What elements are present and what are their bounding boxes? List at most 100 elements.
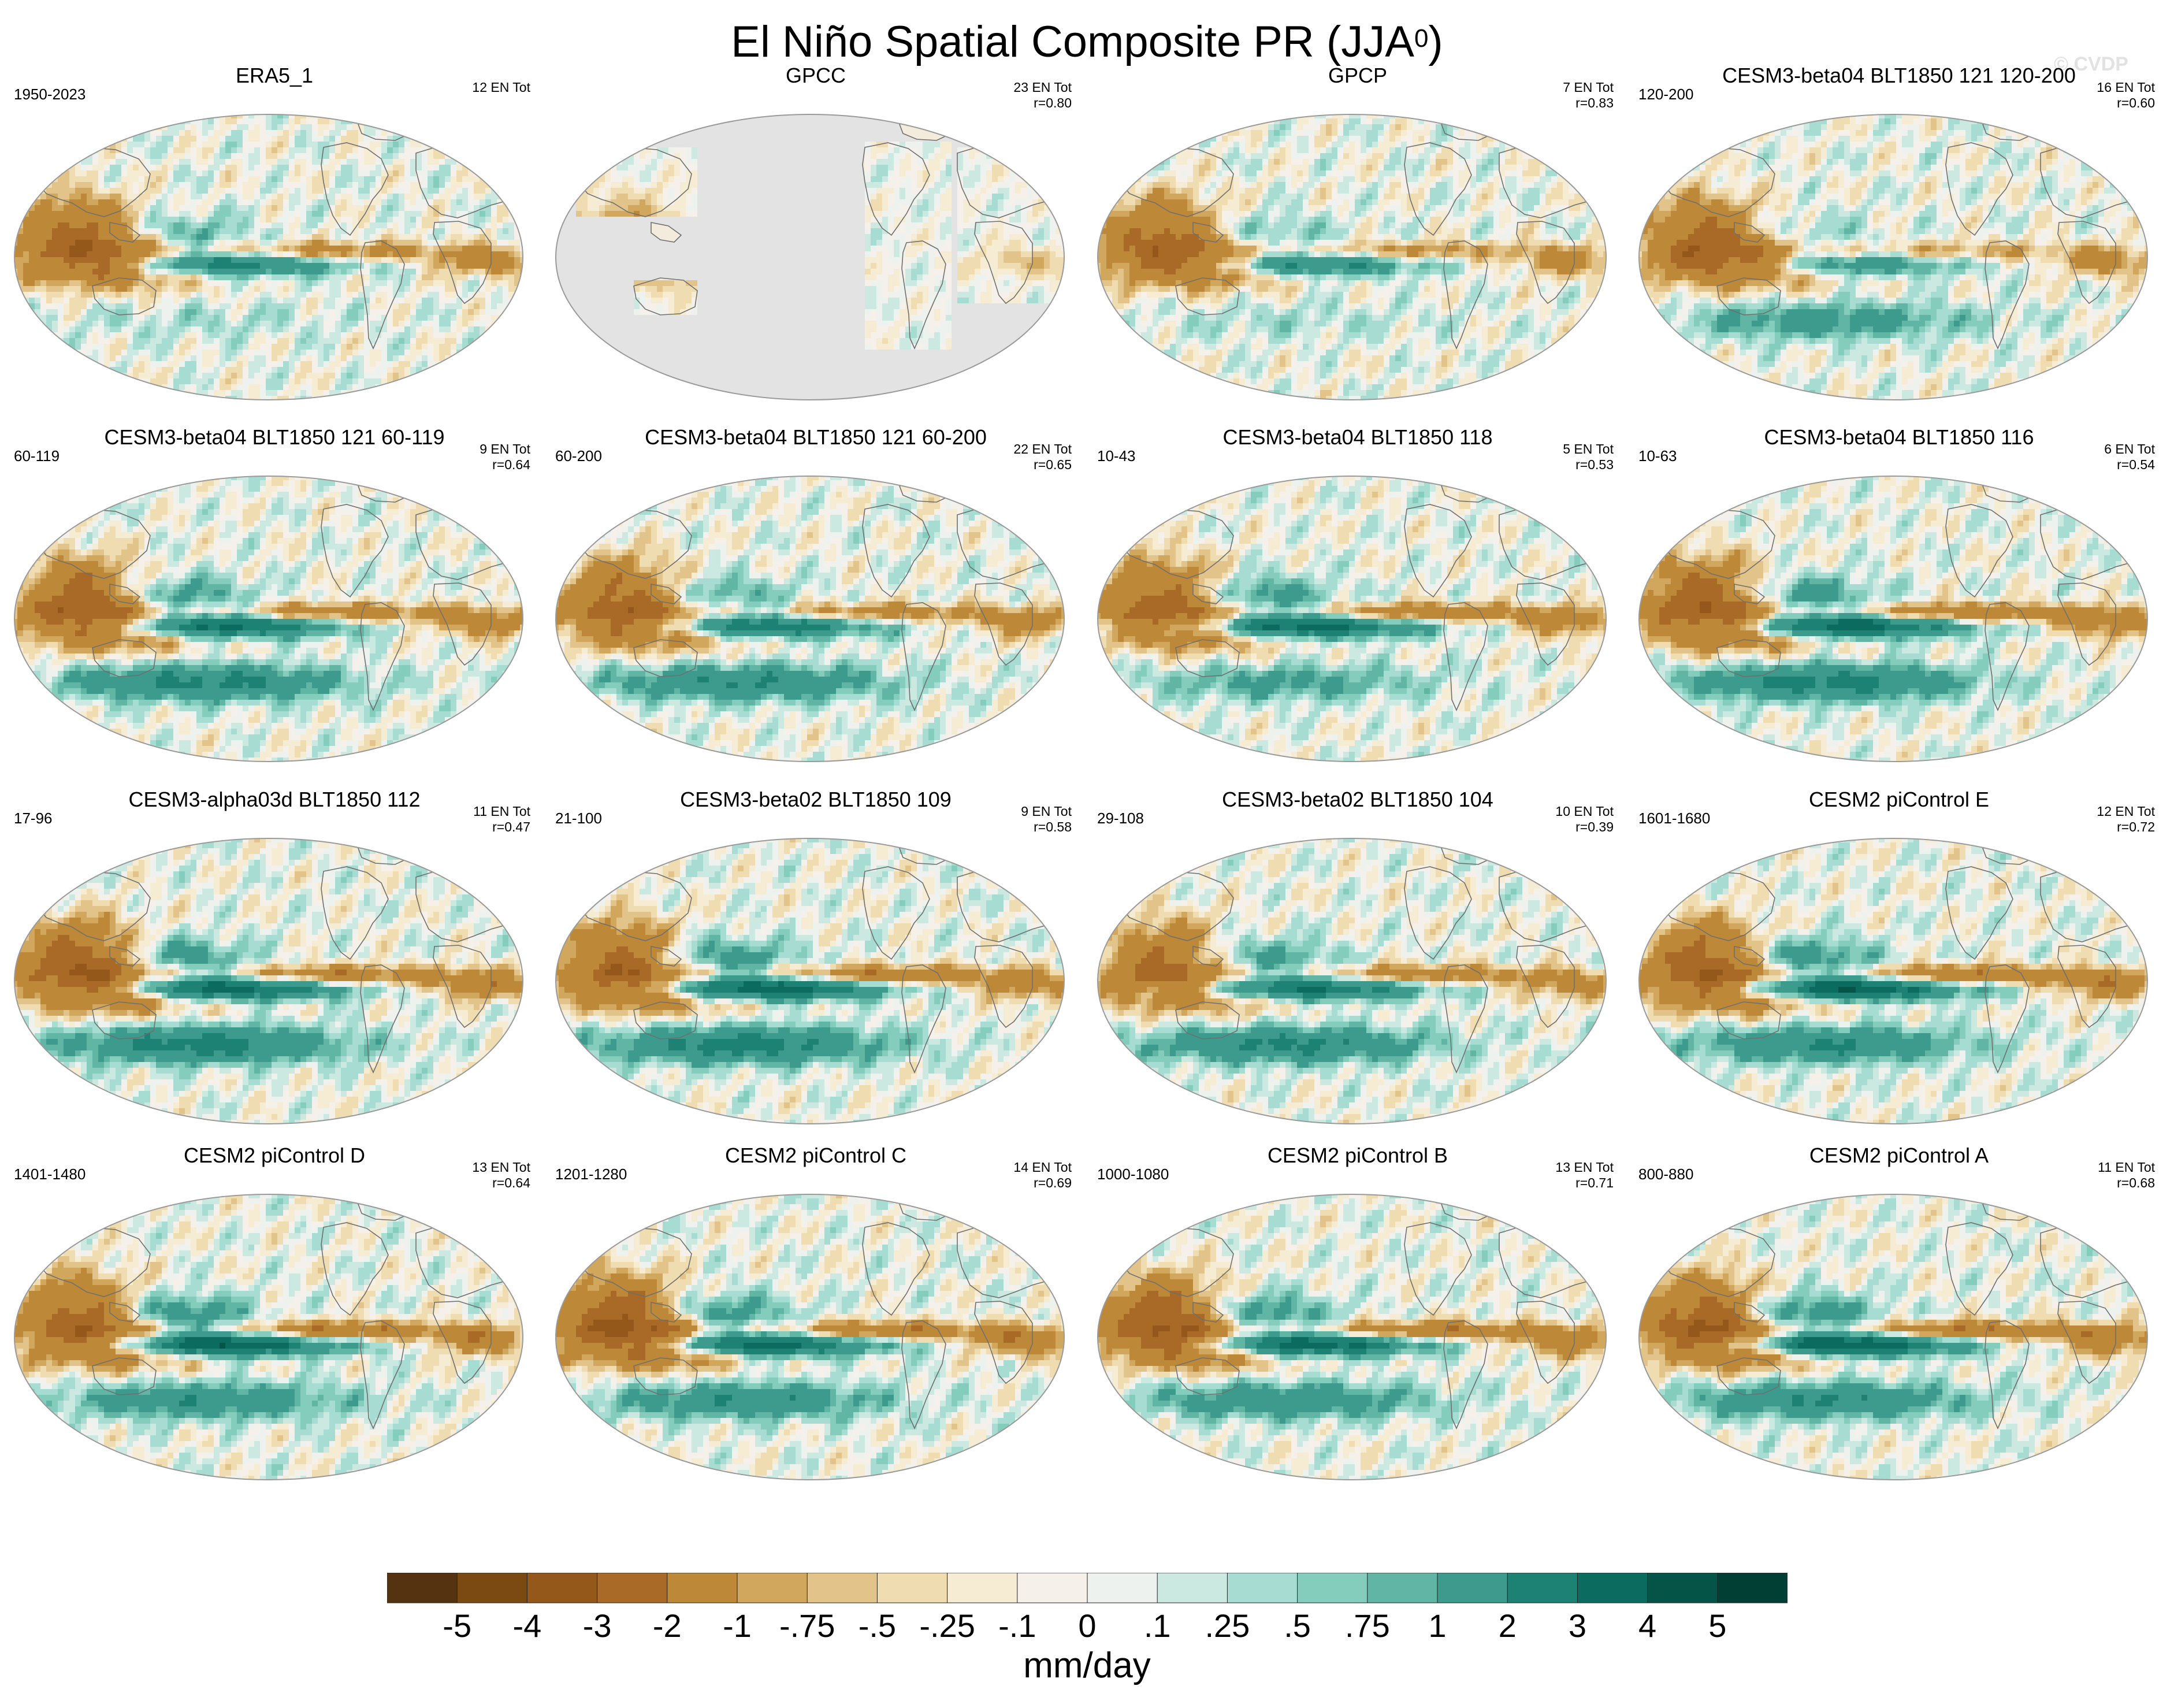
field-cell [980, 251, 986, 257]
field-cell [168, 182, 174, 188]
field-cell [104, 344, 110, 350]
field-cell [923, 338, 928, 344]
field-cell [29, 280, 35, 287]
field-cell [871, 246, 876, 251]
field-cell [628, 159, 634, 165]
field-cell [29, 263, 35, 269]
field-cell [52, 280, 58, 287]
field-cell [173, 309, 180, 315]
field-cell [387, 246, 393, 252]
field-cell [127, 263, 133, 269]
field-cell [324, 130, 330, 136]
field-cell [196, 332, 203, 339]
field-cell [81, 217, 87, 223]
field-cell [445, 326, 451, 333]
field-cell [341, 182, 347, 188]
field-cell [306, 355, 313, 362]
field-cell [283, 286, 289, 292]
field-cell [404, 165, 411, 171]
field-cell [225, 182, 232, 188]
field-cell [127, 205, 133, 211]
field-cell [911, 303, 917, 309]
field-cell [1021, 199, 1027, 205]
field-cell [81, 321, 87, 327]
field-cell [364, 124, 370, 131]
field-cell [98, 251, 105, 258]
field-cell [946, 344, 952, 350]
field-cell [439, 153, 445, 159]
field-cell [1050, 159, 1056, 165]
field-cell [69, 159, 76, 165]
field-cell [324, 153, 330, 159]
field-cell [168, 344, 174, 350]
field-cell [196, 257, 203, 263]
field-cell [905, 170, 911, 176]
field-cell [663, 199, 668, 205]
field-cell [582, 176, 588, 182]
field-cell [865, 292, 871, 298]
field-cell [243, 257, 249, 263]
field-cell [220, 338, 226, 344]
field-cell [52, 274, 58, 281]
field-cell [445, 228, 451, 235]
field-cell [324, 292, 330, 298]
field-cell [248, 142, 255, 148]
field-cell [202, 390, 209, 396]
field-cell [433, 292, 440, 298]
field-cell [306, 298, 313, 304]
field-cell [237, 205, 243, 211]
field-cell [865, 303, 871, 309]
field-cell [905, 228, 911, 234]
field-cell [582, 159, 588, 165]
field-cell [975, 263, 980, 269]
field-cell [686, 159, 692, 165]
field-cell [179, 292, 185, 298]
field-cell [439, 251, 445, 258]
field-cell [191, 222, 197, 229]
field-cell [491, 263, 497, 269]
field-cell [986, 280, 992, 286]
field-cell [237, 257, 243, 263]
field-cell [162, 367, 168, 373]
field-cell [894, 257, 900, 263]
field-cell [376, 159, 382, 165]
field-cell [468, 269, 474, 275]
field-cell [422, 280, 428, 287]
field-cell [992, 194, 998, 199]
field-cell [364, 153, 370, 159]
field-cell [35, 286, 41, 292]
field-cell [283, 332, 289, 339]
field-cell [179, 338, 185, 344]
field-cell [1004, 274, 1009, 280]
field-cell [1044, 205, 1050, 211]
field-cell [882, 159, 888, 165]
field-cell [168, 309, 174, 315]
field-cell [110, 321, 116, 327]
field-cell [139, 159, 145, 165]
field-cell [324, 332, 330, 339]
field-cell [445, 165, 451, 171]
field-cell [416, 211, 422, 217]
field-cell [352, 246, 359, 252]
field-cell [312, 211, 318, 217]
field-cell [58, 326, 64, 333]
field-cell [208, 130, 214, 136]
field-cell [428, 344, 434, 350]
field-cell [58, 257, 64, 263]
field-cell [173, 251, 180, 258]
field-cell [144, 315, 151, 321]
field-cell [1038, 205, 1044, 211]
field-cell [121, 199, 128, 206]
field-cell [202, 292, 209, 298]
field-cell [923, 211, 928, 217]
field-cell [663, 147, 668, 153]
field-cell [283, 373, 289, 379]
field-cell [456, 234, 463, 240]
field-cell [894, 188, 900, 194]
field-cell [35, 222, 41, 229]
field-cell [168, 147, 174, 154]
field-cell [277, 251, 284, 258]
field-cell [98, 153, 105, 159]
field-cell [173, 194, 180, 200]
field-cell [202, 326, 209, 333]
